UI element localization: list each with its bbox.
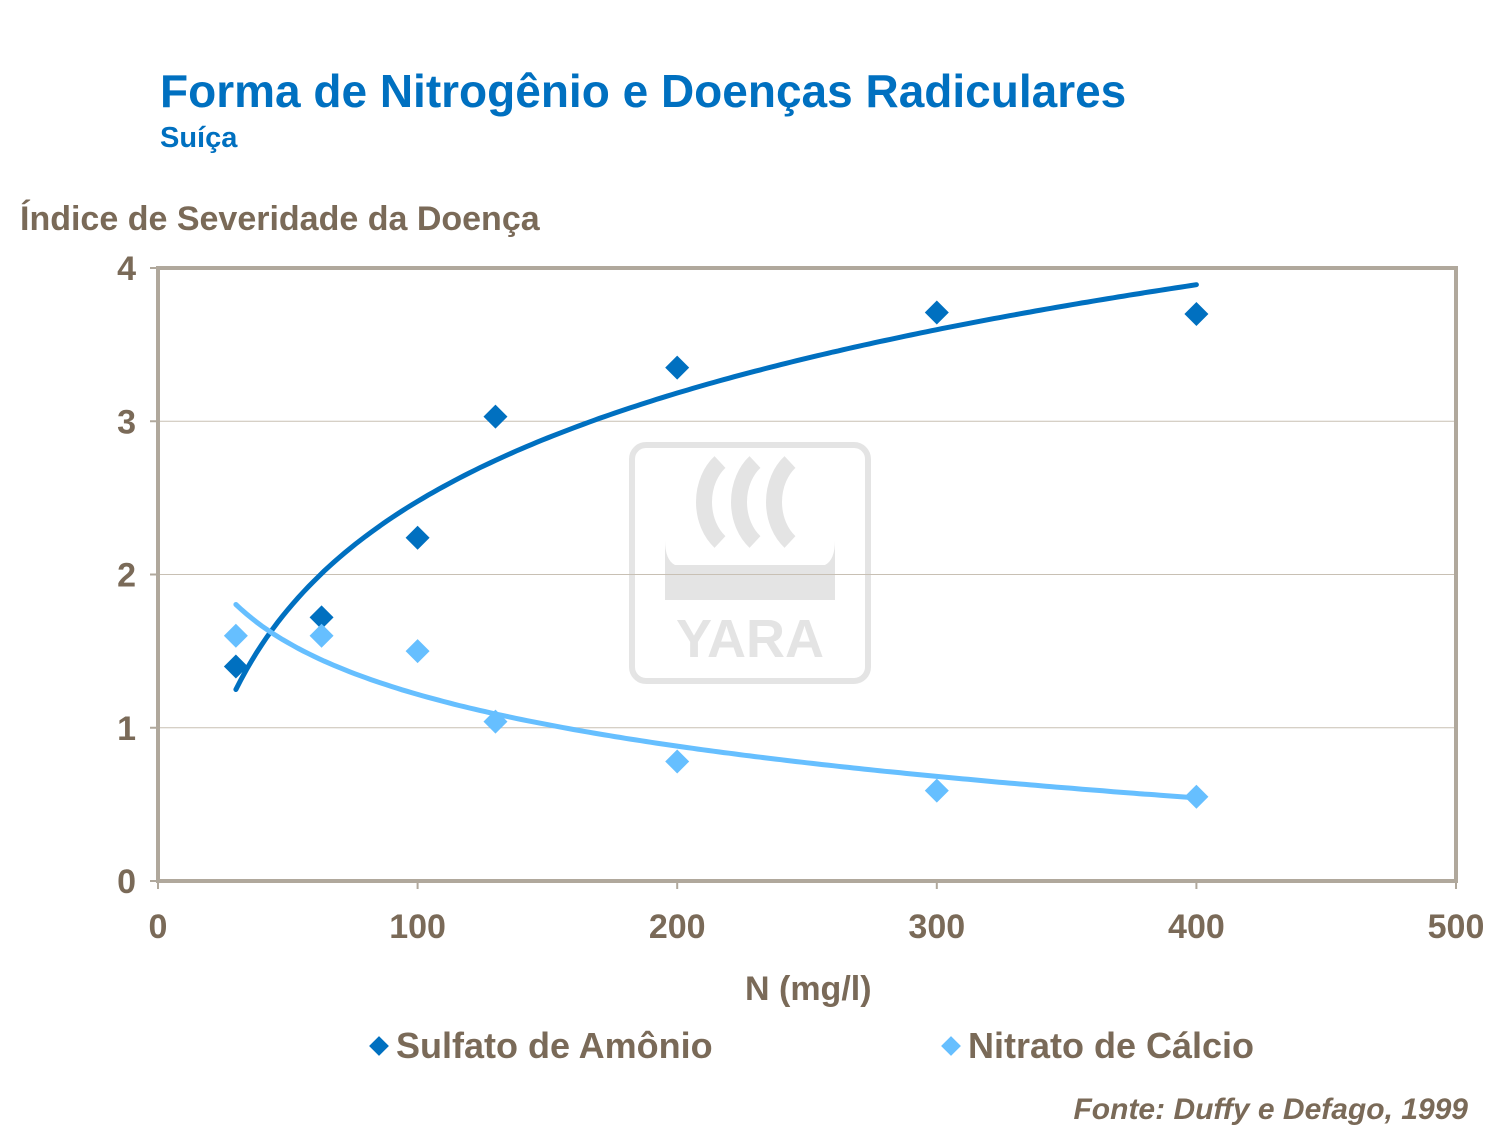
y-tick-label: 0 (117, 863, 136, 901)
data-point-series-1 (665, 749, 690, 774)
x-tick-label: 400 (1168, 908, 1225, 946)
data-point-series-0 (405, 525, 430, 550)
legend-item-nitrato: Nitrato de Cálcio (941, 1025, 1255, 1067)
data-point-series-1 (405, 639, 430, 664)
data-point-series-1 (483, 709, 508, 734)
y-axis-label: Índice de Severidade da Doença (20, 200, 540, 238)
y-tick-label: 1 (117, 710, 136, 748)
svg-text:YARA: YARA (676, 609, 824, 669)
x-tick-label: 300 (908, 908, 965, 946)
data-point-series-1 (924, 778, 949, 803)
source-note: Fonte: Duffy e Defago, 1999 (1073, 1093, 1468, 1126)
x-tick-label: 100 (389, 908, 446, 946)
data-point-series-0 (665, 355, 690, 380)
legend-label: Sulfato de Amônio (396, 1025, 713, 1066)
x-axis-label: N (mg/l) (745, 970, 872, 1008)
trendline-0 (233, 282, 1199, 692)
data-point-series-0 (223, 654, 248, 679)
x-tick-label: 200 (649, 908, 706, 946)
data-point-series-0 (924, 300, 949, 325)
plot-frame (156, 266, 1458, 883)
legend-item-sulfato: Sulfato de Amônio (369, 1025, 713, 1067)
chart-subtitle: Suíça (160, 122, 238, 154)
data-point-series-1 (309, 623, 334, 648)
data-point-series-0 (309, 605, 334, 630)
chart-title: Forma de Nitrogênio e Doenças Radiculare… (160, 65, 1127, 117)
x-tick-label: 500 (1428, 908, 1485, 946)
x-tick-label: 0 (149, 908, 168, 946)
y-tick-label: 3 (117, 403, 136, 441)
data-point-series-0 (1184, 301, 1209, 326)
y-tick-label: 2 (117, 557, 136, 595)
trendline-1 (233, 602, 1199, 801)
data-point-series-0 (483, 404, 508, 429)
data-point-series-1 (1184, 784, 1209, 809)
data-point-series-1 (223, 623, 248, 648)
yara-logo-watermark: YARA (629, 442, 871, 684)
y-tick-label: 4 (117, 250, 136, 288)
legend-label: Nitrato de Cálcio (968, 1025, 1255, 1066)
